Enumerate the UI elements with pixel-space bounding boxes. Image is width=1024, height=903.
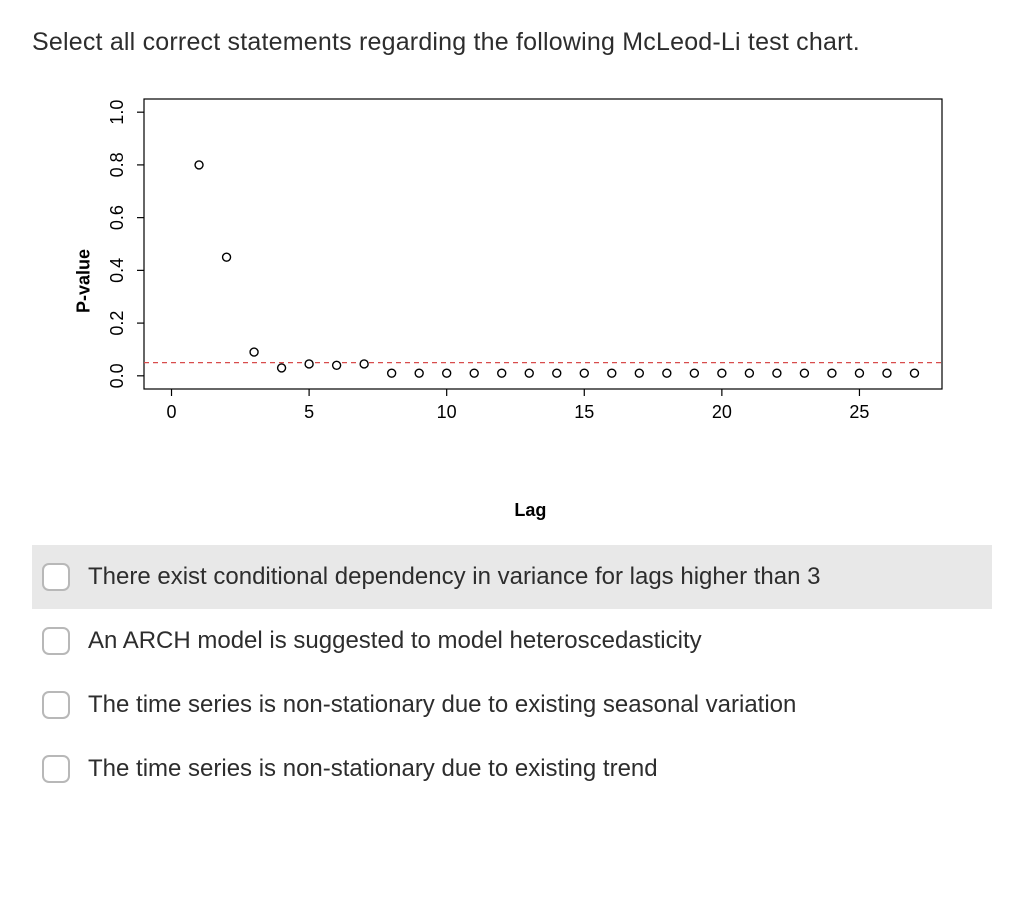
svg-text:0.4: 0.4 [107, 258, 127, 283]
option-label: There exist conditional dependency in va… [88, 563, 820, 591]
option-label: An ARCH model is suggested to model hete… [88, 627, 702, 655]
scatter-chart: 0 5 10 15 20 25 0.0 0.2 0.4 0.6 0.8 1.0 [52, 89, 952, 449]
svg-text:0.2: 0.2 [107, 311, 127, 336]
svg-text:10: 10 [437, 402, 457, 422]
chart-container: P-value 05101520250.00.20.40.60.81.0 Lag [52, 89, 972, 489]
y-axis-label: P-value [74, 249, 95, 313]
svg-text:0.6: 0.6 [107, 205, 127, 230]
svg-text:5: 5 [304, 402, 314, 422]
checkbox[interactable] [42, 563, 70, 591]
options-list: There exist conditional dependency in va… [32, 545, 992, 801]
checkbox[interactable] [42, 755, 70, 783]
question-text: Select all correct statements regarding … [32, 28, 992, 57]
option-row[interactable]: The time series is non-stationary due to… [32, 737, 992, 801]
svg-text:0.0: 0.0 [107, 363, 127, 388]
checkbox[interactable] [42, 627, 70, 655]
svg-text:0: 0 [167, 402, 177, 422]
option-row[interactable]: There exist conditional dependency in va… [32, 545, 992, 609]
option-label: The time series is non-stationary due to… [88, 755, 658, 783]
svg-text:1.0: 1.0 [107, 100, 127, 125]
svg-text:15: 15 [574, 402, 594, 422]
svg-text:20: 20 [712, 402, 732, 422]
svg-text:0.8: 0.8 [107, 152, 127, 177]
x-axis-label: Lag [514, 500, 546, 521]
svg-text:25: 25 [849, 402, 869, 422]
checkbox[interactable] [42, 691, 70, 719]
option-label: The time series is non-stationary due to… [88, 691, 796, 719]
option-row[interactable]: An ARCH model is suggested to model hete… [32, 609, 992, 673]
option-row[interactable]: The time series is non-stationary due to… [32, 673, 992, 737]
